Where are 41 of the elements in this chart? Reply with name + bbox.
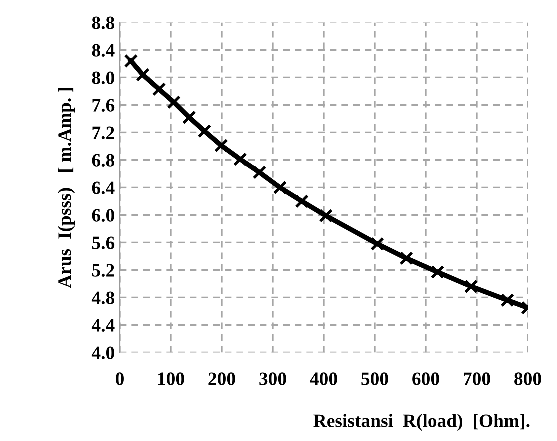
point: [464, 280, 478, 294]
point: [370, 237, 384, 252]
x-tick-label: 300: [260, 372, 286, 386]
y-tick-label: 8.4: [92, 44, 115, 57]
x-tick-label: 500: [362, 372, 388, 386]
point: [167, 96, 182, 110]
x-tick-label: 400: [310, 372, 338, 386]
point: [252, 166, 267, 180]
y-tick-label: 8.8: [92, 16, 115, 30]
y-tick-label: 5.6: [92, 236, 115, 250]
y-tick-label: 7.2: [92, 126, 114, 140]
x-tick-label: 200: [208, 372, 236, 386]
x-tick-label: 100: [158, 372, 184, 386]
x-tick-label: 600: [412, 372, 440, 386]
y-tick-label: 5.2: [92, 264, 114, 277]
point: [198, 124, 212, 138]
y-tick-label: 6.0: [92, 209, 114, 222]
point: [136, 68, 150, 82]
y-tick-label: 4.4: [92, 319, 115, 332]
x-tick-label: 800: [514, 372, 542, 386]
y-tick-label: 4.8: [92, 292, 115, 304]
point: [273, 180, 288, 195]
x-tick-label: 0: [116, 372, 124, 386]
point: [152, 82, 166, 96]
point: [319, 208, 333, 223]
y-tick-label: 8.0: [92, 72, 114, 84]
point: [124, 54, 138, 68]
y-tick-label: 6.4: [92, 182, 115, 194]
y-tick-label: 7.6: [92, 99, 115, 112]
point: [430, 265, 445, 280]
point: [500, 294, 515, 308]
x-tick-label: 700: [464, 372, 490, 386]
y-tick-label: 6.8: [92, 154, 115, 167]
point: [400, 252, 414, 266]
y-axis-title: Arus I(psss) [ m.Amp. ]: [58, 88, 76, 288]
point: [214, 138, 228, 153]
point: [233, 152, 248, 166]
point: [182, 110, 196, 125]
point: [295, 194, 310, 208]
y-tick-label: 4.0: [92, 346, 114, 360]
x-axis-title: Resistansi R(load) [Ohm].: [314, 414, 530, 432]
